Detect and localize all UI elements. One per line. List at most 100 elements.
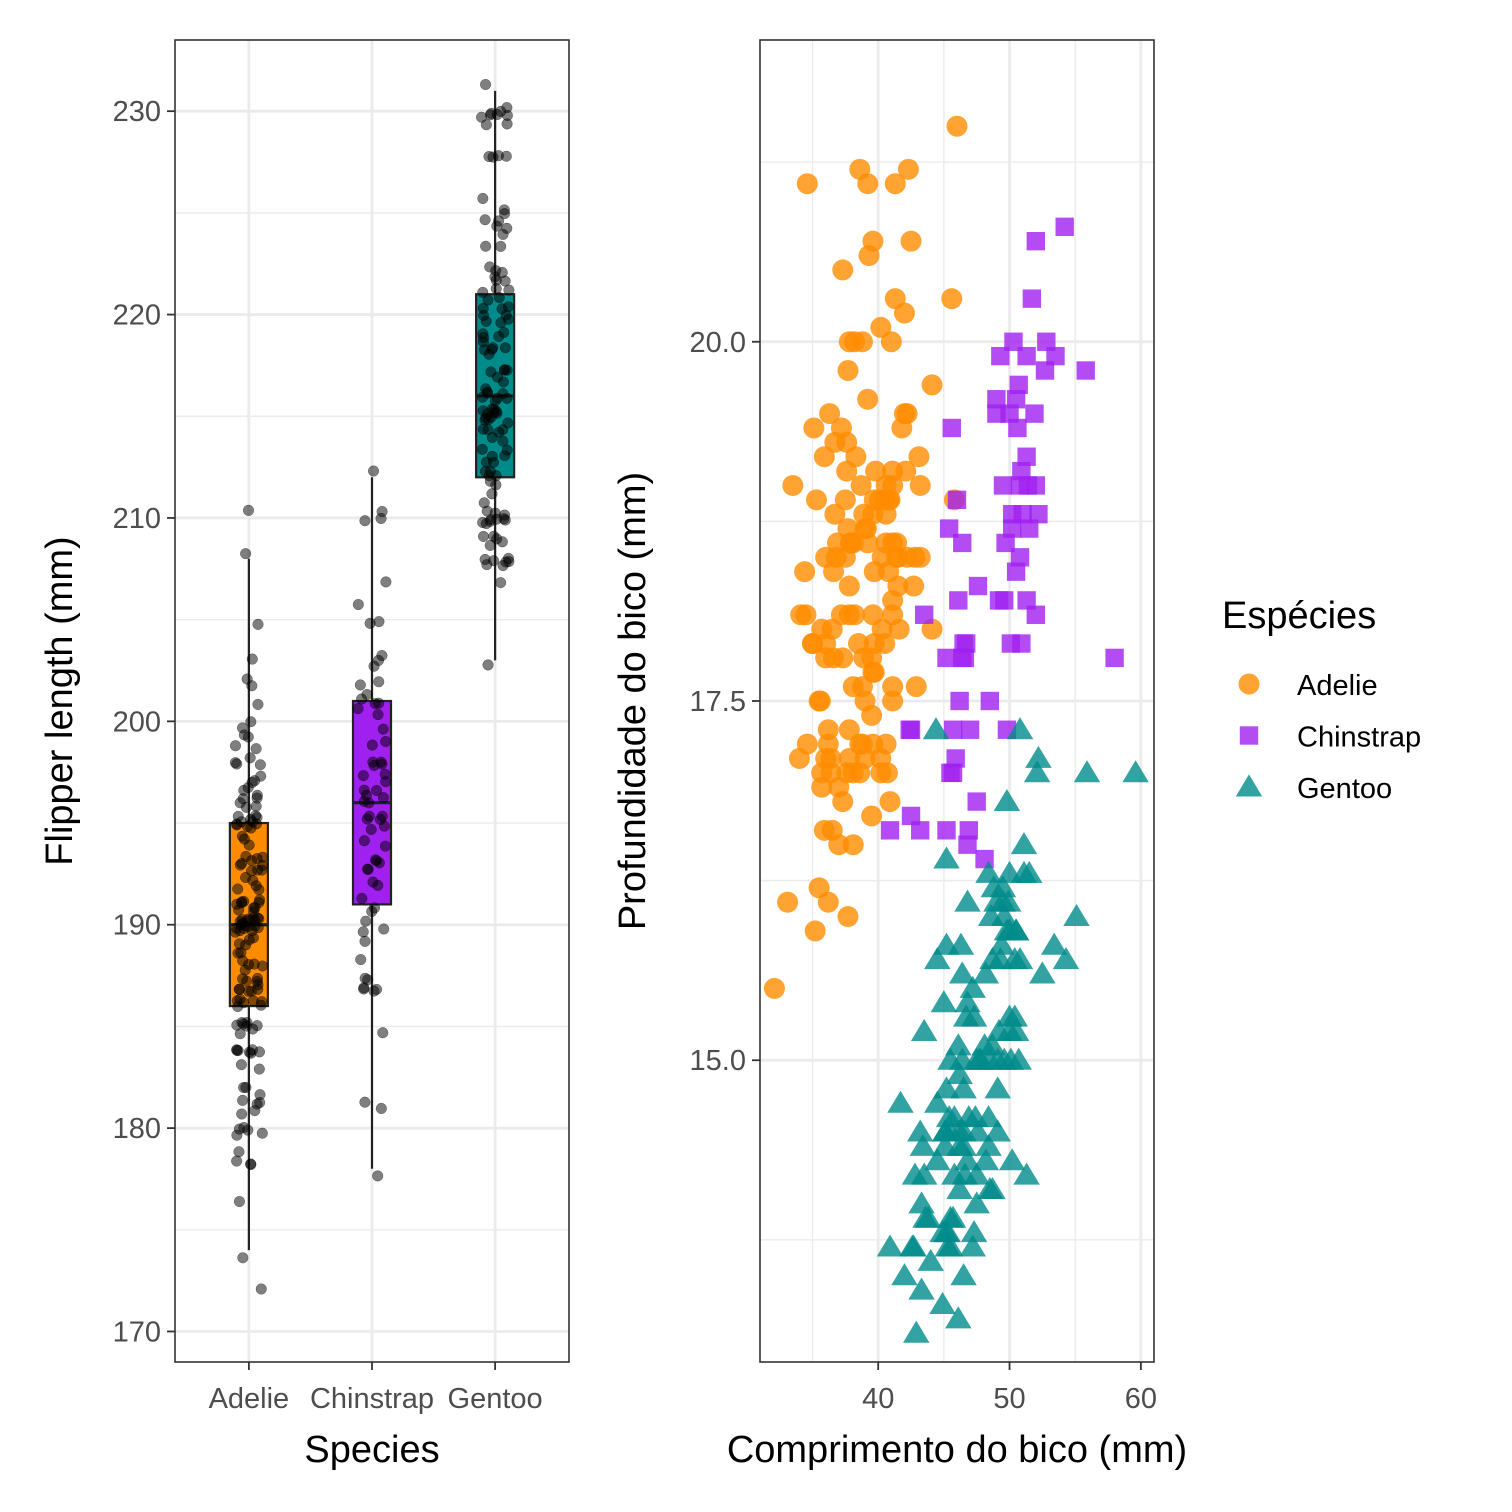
jitter-point-chinstrap [374, 813, 386, 826]
scatter-point-adelie [941, 288, 963, 310]
scatter-point-chinstrap [943, 720, 963, 739]
scatter-point-adelie [882, 604, 904, 626]
scatter-point-chinstrap [914, 605, 934, 624]
scatter-point-gentoo [959, 1234, 986, 1257]
scatter-point-adelie [838, 575, 860, 597]
jitter-point-chinstrap [355, 954, 367, 966]
scatter-point-chinstrap [1026, 231, 1045, 251]
scatter-point-adelie [842, 676, 864, 698]
legend-title: Espécies [1222, 595, 1376, 637]
boxplot-x-tick-label: Chinstrap [310, 1383, 434, 1415]
scatter-point-adelie [863, 661, 885, 683]
legend-item-adelie: Adelie [1238, 670, 1378, 702]
jitter-point-adelie [246, 680, 258, 692]
jitter-point-adelie [240, 801, 252, 813]
scatter-point-adelie [834, 489, 856, 511]
scatter-point-adelie [903, 575, 925, 597]
jitter-point-chinstrap [368, 759, 380, 771]
scatter-point-adelie [838, 719, 860, 741]
scatter-point-adelie [909, 474, 931, 496]
scatter-point-gentoo [988, 932, 1015, 955]
scatter-point-gentoo [963, 1191, 990, 1214]
scatter-point-chinstrap [953, 533, 972, 553]
scatter-point-gentoo [960, 1220, 988, 1243]
scatter-point-chinstrap [957, 634, 976, 653]
jitter-point-chinstrap [377, 723, 389, 735]
scatter-point-adelie [848, 633, 869, 655]
scatter-point-gentoo [998, 1148, 1026, 1171]
scatter-point-adelie [884, 288, 906, 310]
jitter-point-adelie [255, 1283, 267, 1295]
jitter-point-gentoo [477, 192, 489, 205]
jitter-point-adelie [248, 902, 260, 914]
scatter-point-chinstrap [1010, 476, 1030, 495]
jitter-point-chinstrap [380, 576, 392, 588]
jitter-point-chinstrap [357, 770, 369, 782]
scatter-point-chinstrap [949, 591, 968, 610]
jitter-point-gentoo [484, 261, 496, 273]
jitter-point-adelie [235, 1059, 247, 1071]
jitter-point-chinstrap [360, 915, 372, 927]
scatter-point-gentoo [954, 889, 981, 912]
scatter-point-gentoo [1001, 947, 1029, 970]
scatter-point-gentoo [949, 961, 976, 984]
scatter-point-adelie [863, 489, 885, 511]
jitter-point-adelie [229, 740, 242, 752]
scatter-point-gentoo [1040, 932, 1068, 955]
jitter-point-adelie [254, 1089, 266, 1101]
scatter-point-chinstrap [880, 821, 900, 840]
jitter-point-chinstrap [380, 735, 392, 748]
scatter-point-chinstrap [1017, 346, 1036, 366]
scatter-point-chinstrap [939, 519, 959, 538]
scatter-point-adelie [876, 762, 898, 784]
jitter-point-adelie [236, 722, 249, 734]
scatter-point-chinstrap [991, 346, 1010, 366]
scatter-point-adelie [895, 460, 917, 482]
scatter-point-adelie [908, 446, 930, 468]
boxplot-points [229, 78, 515, 1295]
scatter-point-adelie [844, 331, 866, 353]
scatter-point-gentoo [972, 961, 1000, 984]
scatter-point-adelie [832, 647, 854, 669]
scatter-y-tick-label: 15.0 [690, 1045, 746, 1077]
scatter-point-gentoo [934, 1234, 962, 1257]
scatter-point-adelie [817, 719, 839, 741]
series-adelie [763, 115, 968, 999]
scatter-point-adelie [777, 891, 799, 913]
scatter-point-adelie [862, 230, 884, 252]
jitter-point-adelie [248, 958, 260, 970]
scatter-point-chinstrap [1026, 605, 1045, 624]
jitter-point-adelie [237, 1094, 249, 1106]
scatter-point-gentoo [933, 932, 960, 955]
jitter-point-chinstrap [366, 739, 378, 751]
scatter-point-adelie [813, 446, 835, 468]
scatter-point-gentoo [1029, 961, 1056, 984]
series-gentoo [876, 717, 1149, 1343]
scatter-y-tick-label: 20.0 [690, 327, 746, 359]
scatter-point-chinstrap [987, 404, 1006, 423]
scatter-point-chinstrap [959, 821, 979, 840]
scatter-point-chinstrap [1105, 648, 1124, 668]
scatter-point-gentoo [930, 990, 958, 1013]
jitter-point-gentoo [485, 366, 497, 378]
scatter-x-axis: 40 50 60 [862, 1362, 1157, 1415]
scatter-point-gentoo [929, 1220, 956, 1243]
jitter-point-adelie [231, 818, 243, 830]
jitter-point-chinstrap [372, 1170, 384, 1182]
scatter-point-adelie [887, 546, 909, 568]
scatter-point-chinstrap [1002, 505, 1022, 524]
scatter-point-gentoo [908, 1277, 935, 1300]
scatter-point-adelie [921, 374, 943, 396]
jitter-point-chinstrap [373, 857, 385, 869]
scatter-point-adelie [862, 604, 884, 626]
jitter-point-chinstrap [369, 698, 381, 710]
scatter-point-gentoo [1010, 832, 1038, 855]
scatter-point-chinstrap [1035, 361, 1055, 380]
jitter-point-gentoo [477, 530, 490, 542]
scatter-point-gentoo [1073, 760, 1101, 783]
scatter-point-adelie [882, 676, 904, 698]
jitter-point-chinstrap [367, 876, 379, 888]
legend-label-adelie: Adelie [1297, 670, 1378, 702]
scatter-point-adelie [854, 747, 876, 769]
